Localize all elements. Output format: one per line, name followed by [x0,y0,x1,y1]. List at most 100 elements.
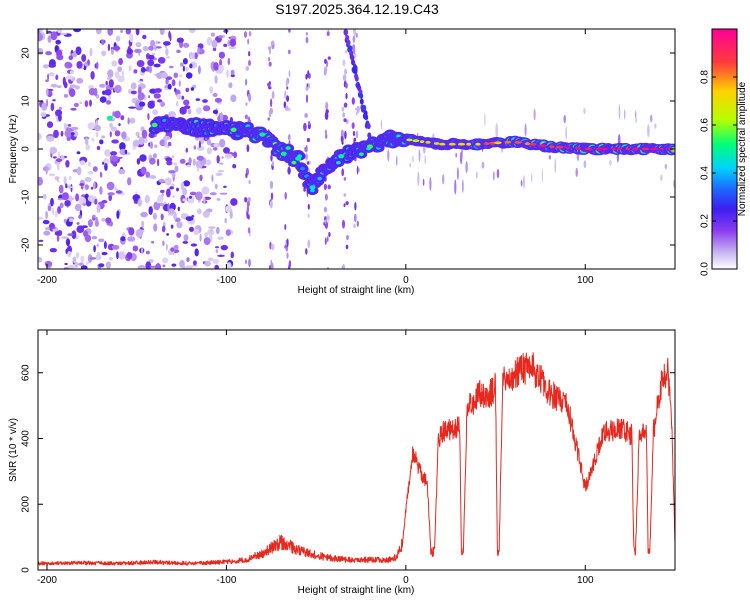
ridge-hotspot [433,142,440,145]
colorbar-tick-label: 0.0 [700,262,711,276]
noise-cell [141,220,145,228]
noise-cell [111,60,118,67]
noise-cell [99,171,102,178]
noise-cell [45,227,50,231]
noise-cell [189,226,194,232]
streak-cell [268,46,271,50]
noise-cell [46,121,54,128]
noise-cell [171,263,177,267]
noise-cell [47,205,52,212]
noise-cell [115,190,123,194]
streak-cell [307,239,311,249]
noise-cell [87,171,94,175]
noise-cell [161,225,166,233]
streak-cell [286,252,289,259]
noise-cell [117,75,125,83]
noise-cell [203,196,212,200]
noise-cell [149,157,156,165]
spike-cell [442,174,445,185]
noise-cell [177,206,180,212]
noise-cell [48,226,56,229]
noise-cell [56,179,60,183]
noise-cell [140,66,146,73]
streak-cell [351,122,355,129]
noise-cell [224,217,227,224]
noise-cell [221,156,224,159]
noise-cell [185,147,188,153]
streak-cell [285,79,288,87]
noise-cell [58,106,62,110]
spike-cell [424,154,427,165]
noise-cell [162,257,169,264]
noise-cell [66,75,74,80]
noise-cell [68,175,72,181]
noise-cell [57,206,62,214]
streak-cell [268,61,272,67]
noise-cell [42,193,47,200]
spike-cell [455,152,458,158]
noise-cell [118,123,121,127]
ridge-hotspot [649,147,658,151]
noise-cell [43,230,51,236]
noise-cell [59,32,68,36]
noise-cell [135,41,142,48]
noise-cell [46,98,49,107]
spike-cell [454,179,457,195]
spike-cell [396,155,398,166]
noise-cell [105,217,112,224]
ridge-hotspot [659,147,664,151]
noise-cell [207,257,214,262]
streak-cell [284,192,287,200]
spike-cell [484,112,486,127]
streak-cell [245,66,250,71]
spike-cell [533,108,536,121]
streak-cell [305,248,308,255]
noise-cell [128,106,137,109]
streak-cell [327,216,331,220]
noise-cell [126,48,133,55]
streak-cell [284,90,287,100]
noise-cell [152,153,157,159]
spike-cell [520,179,523,187]
noise-cell [84,100,89,108]
streak-cell [243,31,248,38]
noise-cell [76,151,81,155]
streak-cell [345,82,348,89]
streak-cell [326,31,330,36]
noise-cell [142,45,149,52]
noise-cell [221,114,229,121]
noise-cell [185,87,190,93]
noise-cell [180,182,185,191]
noise-cell [94,124,101,132]
noise-cell [170,224,174,229]
streak-cell [345,201,349,206]
ridge-hotspot [632,147,639,151]
noise-cell [154,88,162,93]
streak-cell [345,50,347,54]
noise-cell [150,39,156,47]
streak-cell [268,57,271,62]
noise-cell [118,251,126,260]
noise-cell [139,101,146,107]
noise-cell [64,262,68,266]
noise-cell [117,156,123,159]
noise-cell [65,238,71,247]
noise-cell [217,254,225,257]
colorbar-label: Normalized spectral amplitude [737,81,748,216]
noise-cell [114,187,118,191]
diagonal-cell [345,35,350,41]
snr-ytick-label: 200 [21,495,32,512]
noise-cell [192,260,197,266]
ridge-cell [291,160,297,165]
noise-cell [87,195,96,202]
streak-cell [246,200,250,207]
noise-cell [71,126,79,131]
noise-cell [173,162,177,166]
noise-cell [137,92,145,101]
noise-cell [210,32,216,37]
noise-cell [218,51,225,59]
snr-xtick-label: 0 [403,575,409,586]
streak-cell [305,94,309,103]
